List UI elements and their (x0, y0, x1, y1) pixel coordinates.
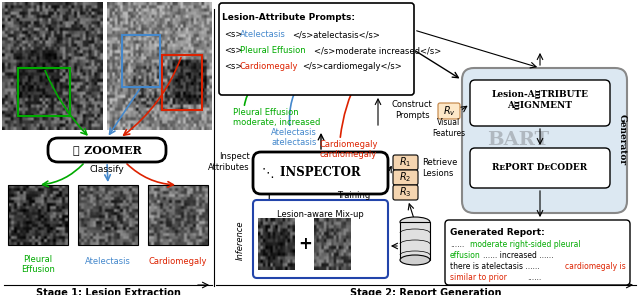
FancyBboxPatch shape (253, 200, 388, 278)
Text: cardiomegaly: cardiomegaly (320, 150, 377, 159)
Text: Pleural Effusion: Pleural Effusion (240, 46, 306, 55)
Text: atelectasis: atelectasis (271, 138, 316, 147)
FancyBboxPatch shape (445, 220, 630, 285)
FancyBboxPatch shape (470, 148, 610, 188)
Text: cardiomegaly is: cardiomegaly is (565, 262, 626, 271)
Text: Cardiomegaly: Cardiomegaly (240, 62, 298, 71)
Text: RᴇPORT DᴇCODER: RᴇPORT DᴇCODER (492, 163, 588, 173)
Text: Retrieve
Lesions: Retrieve Lesions (422, 158, 458, 178)
Text: Atelectasis: Atelectasis (271, 128, 317, 137)
Ellipse shape (400, 255, 430, 265)
FancyBboxPatch shape (48, 138, 166, 162)
Text: Lesion-aware Mix-up: Lesion-aware Mix-up (276, 210, 364, 219)
Text: Atelectasis: Atelectasis (85, 257, 131, 266)
Text: Inspect
Attributes: Inspect Attributes (209, 152, 250, 172)
Text: Cardiomegaly: Cardiomegaly (148, 257, 207, 266)
Bar (162, 55, 202, 110)
Text: ......: ...... (527, 273, 541, 282)
Text: ⋱: ⋱ (262, 166, 275, 179)
Text: Lesion-AᴟTRIBUTE
AᴟIGNMENT: Lesion-AᴟTRIBUTE AᴟIGNMENT (492, 90, 589, 110)
Text: $R_1$: $R_1$ (399, 155, 411, 169)
Text: Training: Training (337, 191, 371, 199)
Text: Inference: Inference (236, 220, 244, 260)
Text: Classify: Classify (90, 165, 124, 175)
Text: </s>moderate increased</s>: </s>moderate increased</s> (314, 46, 441, 55)
Text: Visual
Features: Visual Features (433, 118, 465, 138)
Text: </s>atelectasis</s>: </s>atelectasis</s> (292, 30, 380, 39)
Bar (122, 35, 160, 87)
Text: +: + (298, 235, 312, 253)
Text: Pleural
Effusion: Pleural Effusion (21, 255, 55, 274)
Text: $R_v$: $R_v$ (443, 104, 456, 118)
Text: Generator: Generator (618, 114, 627, 165)
Text: </s>cardiomegaly</s>: </s>cardiomegaly</s> (302, 62, 402, 71)
FancyBboxPatch shape (219, 3, 414, 95)
FancyBboxPatch shape (470, 80, 610, 126)
Text: Pleural Effusion: Pleural Effusion (233, 108, 299, 117)
FancyBboxPatch shape (393, 185, 418, 200)
Text: Stage 1: Lesion Extraction: Stage 1: Lesion Extraction (36, 288, 180, 295)
FancyBboxPatch shape (253, 152, 388, 194)
Bar (8, 185, 68, 245)
Text: Cardiomegaly: Cardiomegaly (320, 140, 378, 149)
Text: ...... increased ......: ...... increased ...... (483, 251, 554, 260)
Text: moderate right-sided pleural: moderate right-sided pleural (470, 240, 580, 249)
Text: Generated Report:: Generated Report: (450, 228, 545, 237)
Bar (400, 222, 430, 260)
Bar (148, 185, 208, 245)
Text: ......: ...... (450, 240, 464, 249)
Ellipse shape (400, 217, 430, 227)
Text: $R_2$: $R_2$ (399, 170, 411, 184)
Text: similar to prior: similar to prior (450, 273, 507, 282)
Bar (78, 185, 138, 245)
Text: Stage 2: Report Generation: Stage 2: Report Generation (350, 288, 502, 295)
Text: I​NSPECTOR: I​NSPECTOR (280, 166, 360, 179)
Text: <s>: <s> (224, 62, 243, 71)
FancyBboxPatch shape (462, 68, 627, 213)
Text: there is atelectasis ......: there is atelectasis ...... (450, 262, 540, 271)
FancyBboxPatch shape (393, 155, 418, 170)
Text: <s>: <s> (224, 46, 243, 55)
Text: $R_3$: $R_3$ (399, 185, 412, 199)
Text: effusion: effusion (450, 251, 481, 260)
Text: BART: BART (487, 131, 549, 149)
Bar (18, 68, 70, 116)
FancyBboxPatch shape (393, 170, 418, 185)
Text: Atelectasis: Atelectasis (240, 30, 286, 39)
FancyBboxPatch shape (438, 103, 460, 119)
Text: 🔍  ZOOMER: 🔍 ZOOMER (72, 145, 141, 155)
Text: Construct
Prompts: Construct Prompts (392, 100, 433, 120)
Text: moderate, increased: moderate, increased (233, 118, 321, 127)
Text: Lesion-Attribute Prompts:: Lesion-Attribute Prompts: (222, 13, 355, 22)
Text: <s>: <s> (224, 30, 243, 39)
